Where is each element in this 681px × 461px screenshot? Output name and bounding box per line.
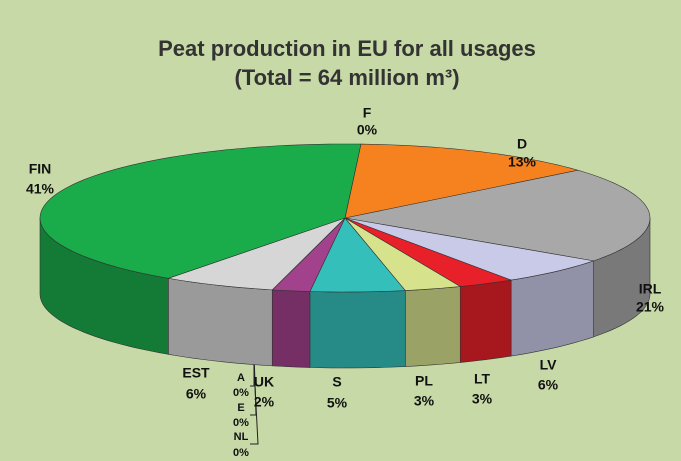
slice-label: IRL: [639, 281, 662, 297]
slice-label: UK: [254, 374, 274, 390]
slice-wall: [168, 277, 273, 367]
slice-value-label: 6%: [186, 386, 207, 402]
slice-value-label: 41%: [26, 181, 55, 197]
slice: [39, 143, 362, 279]
slice: [168, 217, 346, 291]
slice-label: PL: [415, 373, 433, 389]
slice-label: F: [363, 105, 372, 121]
slice: [344, 217, 462, 291]
slice-wall: [271, 289, 311, 368]
slice-value-label: 0%: [357, 122, 378, 138]
slice-label: A: [237, 372, 245, 384]
slice-value-label: 0%: [233, 447, 249, 459]
slice-value-label: 3%: [414, 393, 435, 409]
slice-wall: [309, 290, 406, 369]
slice: [344, 169, 651, 262]
slice-value-label: 0%: [233, 387, 249, 399]
slice-label: D: [517, 136, 527, 152]
pie-tops: [39, 143, 651, 293]
slice-label: E: [237, 402, 244, 414]
slice-value-label: 0%: [233, 417, 249, 429]
slice-value-label: 6%: [538, 377, 559, 393]
slice-label: LV: [540, 357, 558, 373]
slice-label: S: [332, 374, 341, 390]
slice-value-label: 3%: [472, 391, 493, 407]
slice-label: LT: [474, 371, 491, 387]
slice-label: FIN: [29, 161, 52, 177]
slice-wall: [459, 279, 512, 363]
slice-label: NL: [234, 431, 249, 443]
slice-wall: [404, 286, 461, 367]
slice: [344, 217, 594, 281]
slice: [344, 217, 513, 287]
slice-value-label: 21%: [636, 299, 665, 315]
slice: [309, 217, 406, 293]
slice: [344, 143, 579, 219]
chart-subtitle: (Total = 64 million m³): [234, 65, 459, 90]
chart-title: Peat production in EU for all usages: [158, 36, 536, 61]
slice-label: EST: [182, 365, 210, 381]
slice-value-label: 5%: [327, 395, 348, 411]
slice-value-label: 13%: [508, 154, 537, 170]
slice-value-label: 2%: [254, 394, 275, 410]
